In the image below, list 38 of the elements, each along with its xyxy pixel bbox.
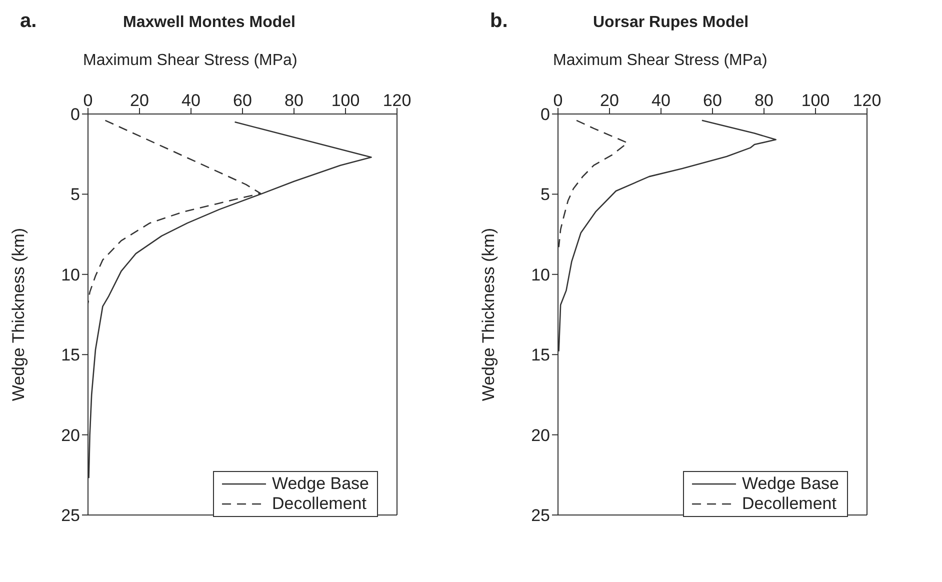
- y-tick-label: 5: [540, 185, 550, 204]
- x-tick-label: 60: [233, 91, 252, 110]
- legend-label: Wedge Base: [272, 474, 369, 494]
- y-tick-label: 10: [531, 265, 550, 284]
- x-tick-label: 80: [754, 91, 774, 110]
- x-tick-label: 100: [801, 91, 830, 110]
- x-tick-label: 40: [182, 91, 200, 110]
- y-tick-label: 5: [70, 185, 80, 204]
- y-tick-label: 20: [531, 426, 550, 445]
- chart-title: Maxwell Montes Model: [123, 14, 296, 32]
- y-tick-label: 25: [61, 506, 80, 526]
- y-axis-title: Wedge Thickness (km): [479, 228, 498, 402]
- y-tick-label: 15: [531, 346, 550, 365]
- chart-title: Uorsar Rupes Model: [593, 14, 749, 32]
- y-tick-label: 0: [540, 105, 550, 124]
- x-tick-label: 0: [83, 91, 93, 110]
- legend-label: Decollement: [742, 494, 836, 514]
- y-axis-title: Wedge Thickness (km): [9, 228, 28, 402]
- x-tick-label: 60: [703, 91, 722, 110]
- x-axis-title: Maximum Shear Stress (MPa): [553, 52, 768, 70]
- x-axis-title: Maximum Shear Stress (MPa): [83, 52, 298, 70]
- x-tick-label: 0: [553, 91, 563, 110]
- x-tick-label: 40: [652, 91, 670, 110]
- x-tick-label: 20: [600, 91, 619, 110]
- legend-label: Wedge Base: [742, 474, 839, 494]
- text: a.: [20, 10, 37, 33]
- x-tick-label: 20: [130, 91, 149, 110]
- x-tick-label: 120: [852, 91, 882, 110]
- x-tick-label: 100: [331, 91, 360, 110]
- y-tick-label: 15: [61, 346, 80, 365]
- y-tick-label: 10: [61, 265, 80, 284]
- x-tick-label: 120: [382, 91, 412, 110]
- y-tick-label: 25: [531, 506, 550, 526]
- x-tick-label: 80: [284, 91, 304, 110]
- legend-label: Decollement: [272, 494, 366, 514]
- text: b.: [490, 10, 508, 33]
- y-tick-label: 0: [70, 105, 80, 124]
- y-tick-label: 20: [61, 426, 80, 445]
